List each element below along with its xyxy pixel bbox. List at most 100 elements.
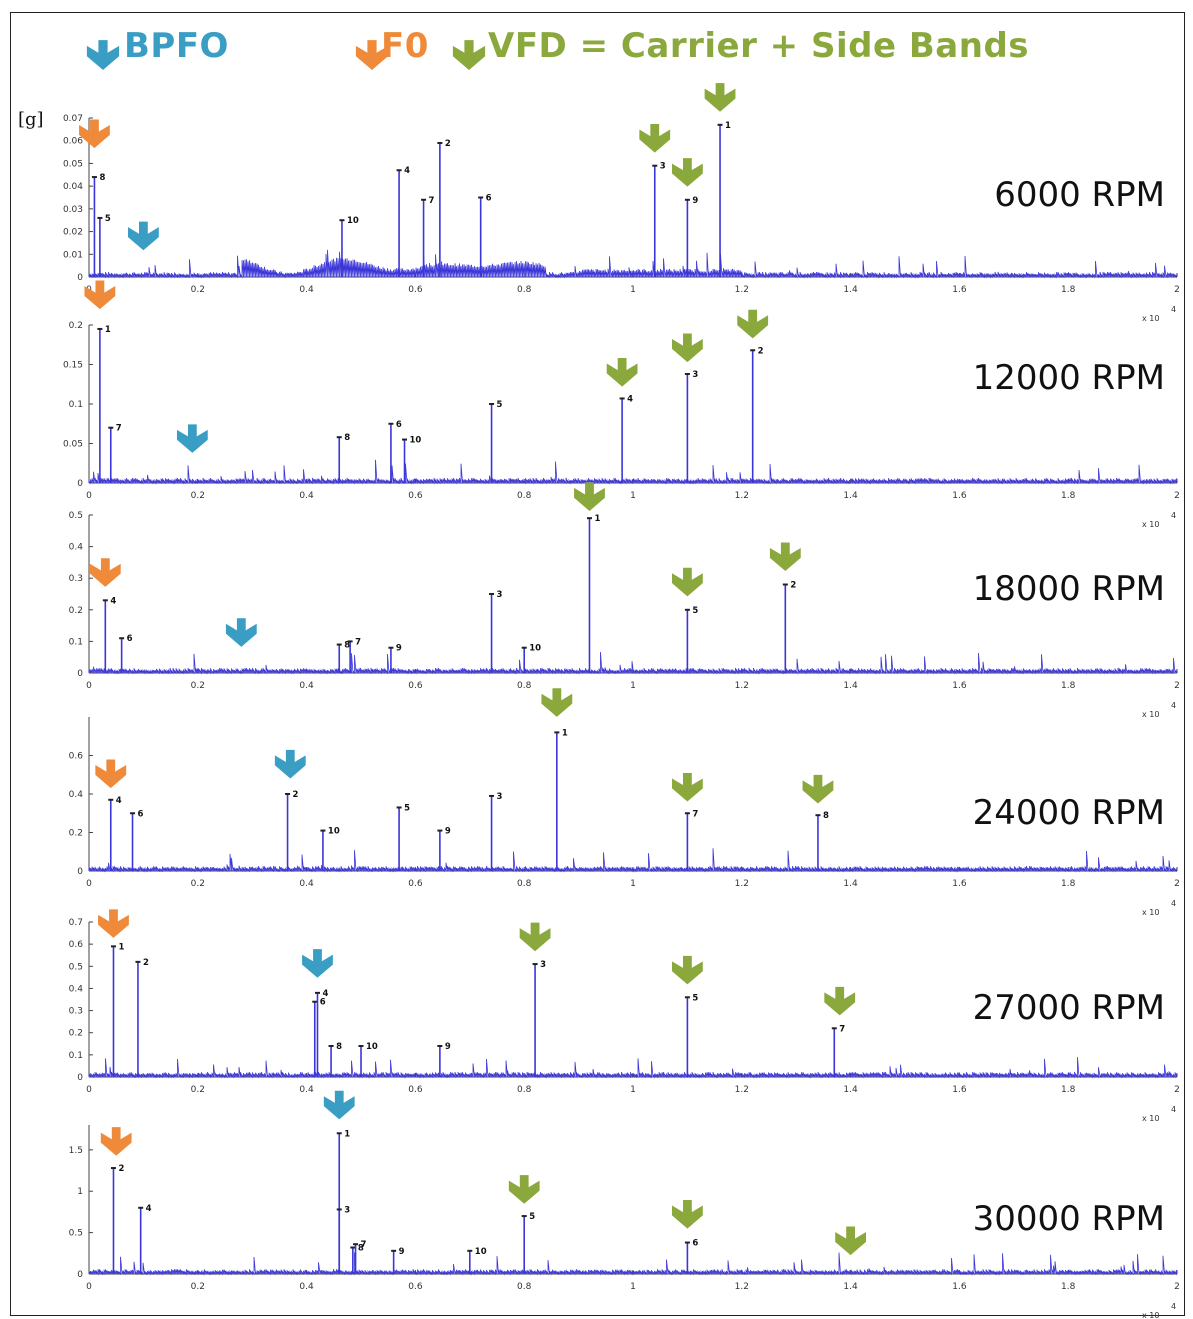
x-tick-label: 1.8 <box>1061 1085 1076 1095</box>
f0-arrow-icon <box>89 558 121 587</box>
peak-cap <box>684 608 690 611</box>
y-tick-label: 0 <box>77 273 83 283</box>
peak-cap <box>402 438 408 441</box>
peak-cap <box>350 1246 356 1249</box>
peak-cap <box>521 1215 527 1218</box>
peak-label: 8 <box>344 433 350 443</box>
x-tick-label: 1.6 <box>952 1282 967 1292</box>
peak-cap <box>347 640 353 643</box>
bpfo-arrow-icon <box>176 424 208 453</box>
x-tick-label: 0.2 <box>191 681 205 691</box>
x-exponent-label: x 10 <box>1142 520 1159 529</box>
x-tick-label: 2 <box>1174 1085 1180 1095</box>
vfd-arrow-icon <box>769 542 801 572</box>
x-tick-label: 0.2 <box>191 285 205 295</box>
x-tick-label: 0 <box>86 1282 92 1292</box>
x-tick-label: 0.6 <box>408 681 423 691</box>
peak-label: 1 <box>118 942 124 952</box>
y-tick-label: 0.5 <box>69 962 83 972</box>
peak-label: 9 <box>399 1247 405 1257</box>
x-tick-label: 0.2 <box>191 1085 205 1095</box>
x-tick-label: 1.4 <box>843 285 858 295</box>
x-tick-label: 1.4 <box>843 681 858 691</box>
peak-cap <box>328 1045 334 1047</box>
peak-label: 6 <box>486 194 492 204</box>
x-exponent-label: x 10 <box>1142 314 1159 323</box>
bpfo-arrow-icon <box>323 1090 355 1120</box>
x-tick-label: 1.4 <box>843 879 858 889</box>
x-tick-label: 0.4 <box>299 1282 314 1292</box>
peak-cap <box>467 1249 473 1252</box>
peak-label: 7 <box>116 424 122 434</box>
peak-label: 7 <box>429 196 435 206</box>
bpfo-arrow-icon <box>225 618 257 647</box>
bpfo-arrow-icon <box>225 618 257 647</box>
bpfo-arrow-icon <box>86 40 120 70</box>
x-tick-label: 1.8 <box>1061 285 1076 295</box>
f0-arrow-icon <box>355 40 389 70</box>
peak-label: 7 <box>355 637 361 647</box>
x-tick-label: 2 <box>1174 681 1180 691</box>
peak-label: 5 <box>497 400 503 410</box>
x-tick-label: 0 <box>86 491 92 501</box>
spectrum-panel-1: 00.010.020.030.040.050.060.0700.20.40.60… <box>63 83 1180 323</box>
peak-cap <box>285 793 291 795</box>
bpfo-arrow-icon <box>86 40 120 70</box>
spectrum-noise-floor <box>88 1252 1177 1276</box>
peak-label: 6 <box>127 634 133 644</box>
peak-label: 6 <box>396 420 402 430</box>
peak-cap <box>130 812 136 815</box>
peak-cap <box>750 349 756 352</box>
peak-label: 4 <box>404 166 410 176</box>
spectrum-panel-3: 00.10.20.30.40.50 0.2 0.4 0.6 0.8 1 1.2 1.4 1.6 1… <box>69 482 1180 719</box>
peak-cap <box>396 806 402 809</box>
peak-cap <box>554 731 560 734</box>
x-exponent-power: 4 <box>1171 511 1176 520</box>
x-tick-label: 0.4 <box>299 285 314 295</box>
f0-arrow-icon <box>355 40 389 70</box>
bpfo-arrow-icon <box>323 1090 355 1120</box>
x-exponent-label: x 10 <box>1142 710 1159 719</box>
vfd-arrow-icon <box>452 40 486 70</box>
peak-cap <box>388 422 394 425</box>
y-tick-label: 0.03 <box>63 205 83 215</box>
peak-label: 10 <box>328 827 340 837</box>
peak-cap <box>684 996 690 999</box>
peak-label: 8 <box>99 173 105 183</box>
vfd-arrow-icon <box>672 158 703 187</box>
x-exponent-power: 4 <box>1171 305 1176 314</box>
y-tick-label: 0 <box>77 669 83 679</box>
peak-cap <box>652 164 658 167</box>
peak-label: 6 <box>138 809 144 819</box>
vfd-arrow-icon <box>704 83 736 112</box>
f0-arrow-icon <box>98 909 129 938</box>
peak-label: 10 <box>529 644 541 654</box>
peak-label: 6 <box>320 998 326 1008</box>
f0-arrow-icon <box>84 280 116 310</box>
x-tick-label: 1.8 <box>1061 879 1076 889</box>
peak-label: 8 <box>344 641 350 651</box>
y-tick-label: 0.2 <box>69 606 83 616</box>
x-tick-label: 0.6 <box>408 1282 423 1292</box>
vfd-arrow-icon <box>672 333 703 363</box>
vfd-arrow-icon <box>672 772 703 802</box>
x-tick-label: 2 <box>1174 1282 1180 1292</box>
peak-label: 2 <box>790 581 796 591</box>
spectrum-panel-5: 0 0.1 0.2 0.3 0.4 0.5 0.6 0.7 0 0.2 0.4 0.6 0.8 1 1.2 1… <box>69 909 1180 1123</box>
x-tick-label: 0.8 <box>517 285 532 295</box>
y-tick-label: 0 <box>77 479 83 489</box>
spectrum-noise-floor <box>88 848 1177 873</box>
x-tick-label: 2 <box>1174 879 1180 889</box>
x-tick-label: 0.2 <box>191 879 205 889</box>
y-tick-label: 0.3 <box>69 1007 83 1017</box>
peak-cap <box>110 1167 116 1170</box>
bpfo-arrow-icon <box>274 749 306 779</box>
peak-label: 5 <box>105 214 111 224</box>
peak-cap <box>717 123 723 126</box>
x-tick-label: 0.2 <box>191 491 205 501</box>
y-tick-label: 0.07 <box>63 114 83 124</box>
peak-label: 9 <box>445 1042 451 1052</box>
vfd-arrow-icon <box>606 357 638 387</box>
vfd-arrow-icon <box>508 1175 540 1204</box>
y-tick-label: 0.3 <box>69 574 83 584</box>
